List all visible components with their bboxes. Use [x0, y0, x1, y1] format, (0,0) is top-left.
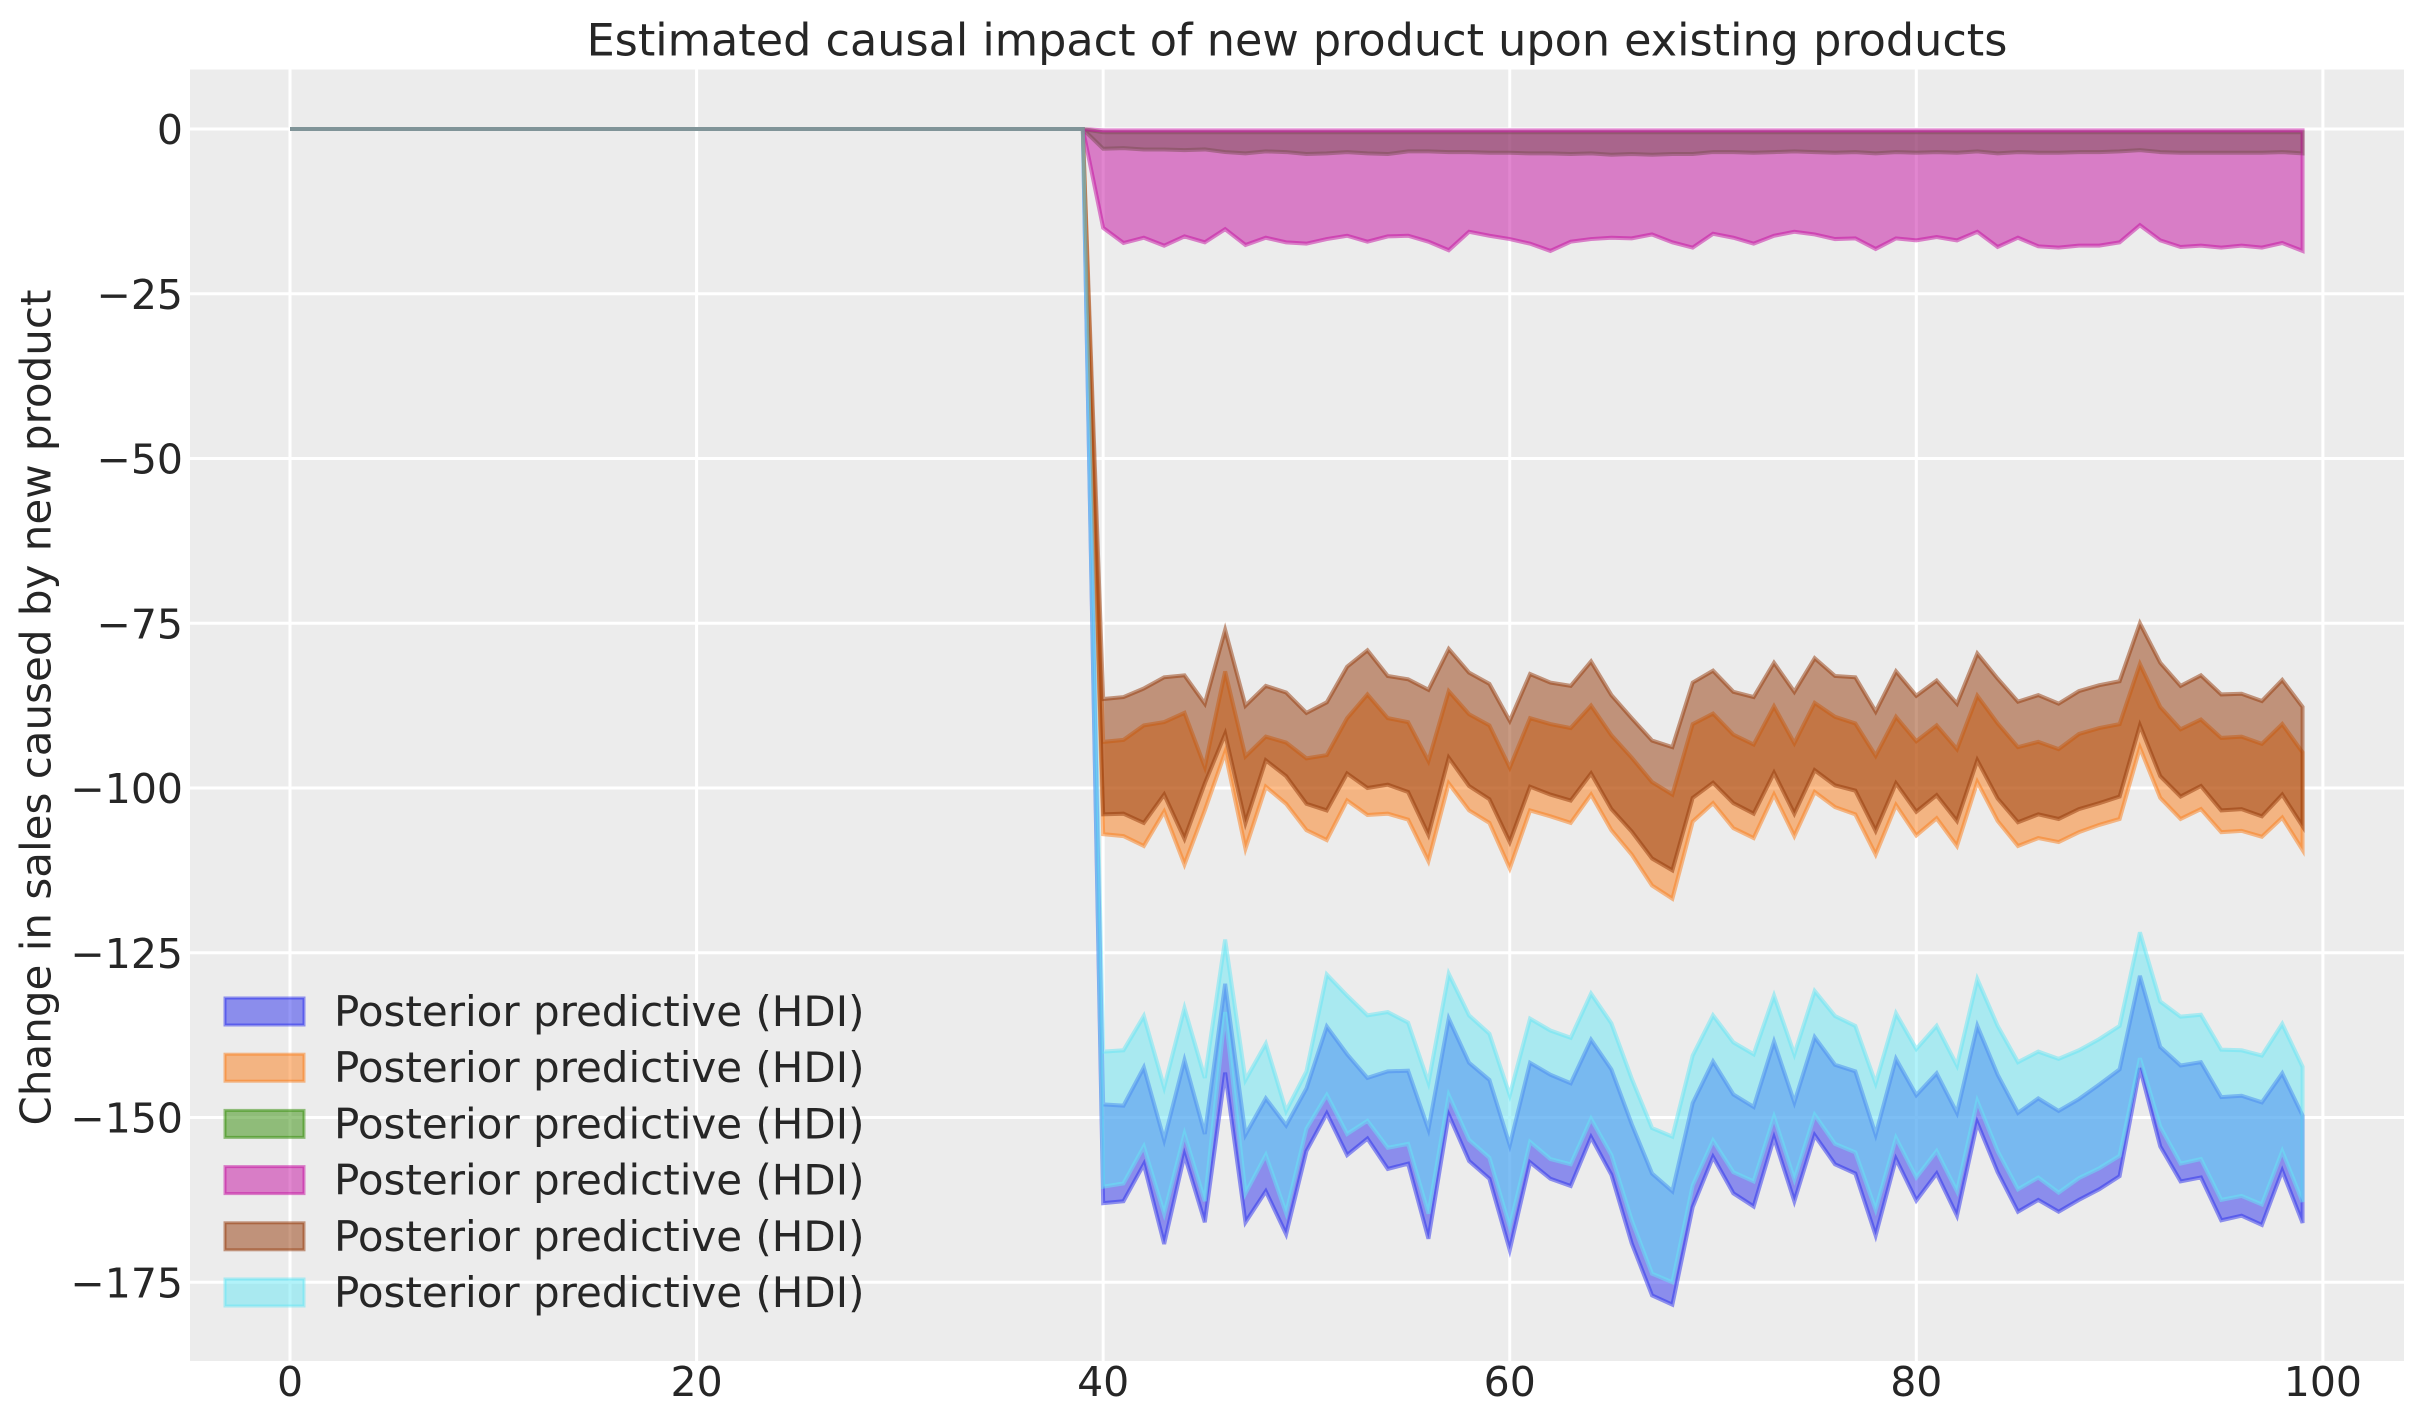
y-axis-label: Change in sales caused by new product [12, 290, 61, 1126]
x-tick-label-20: 20 [671, 1358, 723, 1406]
x-tick-label-80: 80 [1890, 1358, 1942, 1406]
y-tick-label--25: −25 [96, 271, 183, 319]
legend-swatch-cyan [223, 1277, 306, 1308]
legend-entry-orange: Posterior predictive (HDI) [223, 1043, 865, 1092]
y-tick-label--150: −150 [70, 1095, 183, 1143]
y-tick-label--175: −175 [70, 1259, 183, 1307]
y-tick-label--100: −100 [70, 765, 183, 813]
x-axis-tick-labels: 0 20 40 60 80 100 [277, 1358, 2362, 1406]
y-tick-label--75: −75 [96, 600, 183, 648]
legend-swatch-blue [223, 996, 306, 1027]
y-axis-tick-labels: 0 −25 −50 −75 −100 −125 −150 −175 [70, 106, 183, 1307]
x-tick-label-40: 40 [1077, 1358, 1129, 1406]
legend-label: Posterior predictive (HDI) [334, 1156, 865, 1205]
legend-entry-brown: Posterior predictive (HDI) [223, 1212, 865, 1261]
y-tick-label--50: −50 [96, 436, 183, 484]
hdi-bands [290, 127, 2305, 1308]
legend-entry-cyan: Posterior predictive (HDI) [223, 1268, 865, 1317]
y-tick-label--125: −125 [70, 930, 183, 978]
legend-swatch-brown [223, 1221, 306, 1252]
y-tick-label-0: 0 [157, 106, 183, 154]
legend-label: Posterior predictive (HDI) [334, 1268, 865, 1317]
legend-entry-magenta: Posterior predictive (HDI) [223, 1156, 865, 1205]
legend-label: Posterior predictive (HDI) [334, 987, 865, 1036]
legend-label: Posterior predictive (HDI) [334, 1099, 865, 1148]
legend-swatch-green [223, 1108, 306, 1139]
x-tick-label-100: 100 [2284, 1358, 2362, 1406]
chart-title: Estimated causal impact of new product u… [587, 16, 2008, 67]
legend-entry-green: Posterior predictive (HDI) [223, 1099, 865, 1148]
legend-label: Posterior predictive (HDI) [334, 1043, 865, 1092]
hdi-band-cyan [290, 127, 2305, 1286]
x-tick-label-0: 0 [277, 1358, 303, 1406]
legend: Posterior predictive (HDI) Posterior pred… [223, 987, 865, 1317]
legend-swatch-magenta [223, 1165, 306, 1196]
legend-label: Posterior predictive (HDI) [334, 1212, 865, 1261]
legend-entry-blue: Posterior predictive (HDI) [223, 987, 865, 1036]
legend-swatch-orange [223, 1052, 306, 1083]
x-tick-label-60: 60 [1484, 1358, 1536, 1406]
